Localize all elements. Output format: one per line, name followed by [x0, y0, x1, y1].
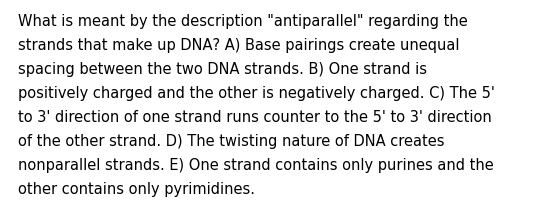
Text: nonparallel strands. E) One strand contains only purines and the: nonparallel strands. E) One strand conta… [18, 158, 494, 173]
Text: of the other strand. D) The twisting nature of DNA creates: of the other strand. D) The twisting nat… [18, 134, 445, 149]
Text: to 3' direction of one strand runs counter to the 5' to 3' direction: to 3' direction of one strand runs count… [18, 110, 492, 125]
Text: What is meant by the description "antiparallel" regarding the: What is meant by the description "antipa… [18, 14, 468, 29]
Text: other contains only pyrimidines.: other contains only pyrimidines. [18, 182, 255, 197]
Text: spacing between the two DNA strands. B) One strand is: spacing between the two DNA strands. B) … [18, 62, 427, 77]
Text: strands that make up DNA? A) Base pairings create unequal: strands that make up DNA? A) Base pairin… [18, 38, 459, 53]
Text: positively charged and the other is negatively charged. C) The 5': positively charged and the other is nega… [18, 86, 495, 101]
